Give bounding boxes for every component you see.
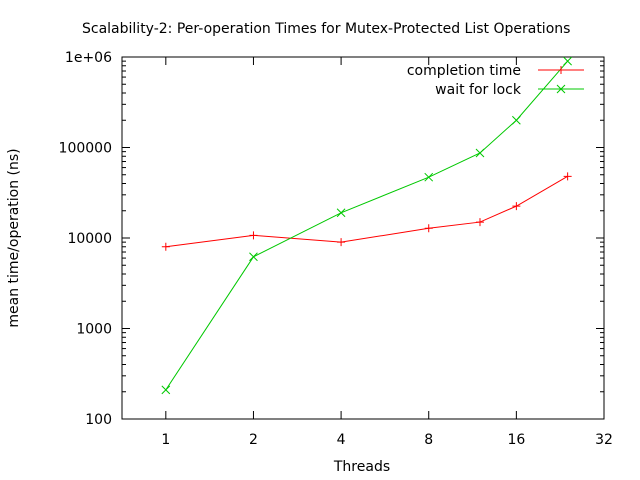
data-point-wait-for-lock (475, 148, 485, 158)
legend: completion time wait for lock (407, 63, 584, 98)
data-point-completion-time (475, 218, 484, 227)
axis-ticks: 100 1000 10000 100000 1e+06 1 2 4 8 16 32 (59, 50, 613, 448)
legend-marker-completion-time (557, 66, 565, 74)
legend-label-completion-time: completion time (407, 63, 521, 79)
data-point-completion-time (424, 224, 433, 233)
y-tick-label: 100000 (59, 141, 112, 157)
x-axis-label: Threads (333, 459, 390, 475)
y-axis-label: mean time/operation (ns) (6, 148, 22, 327)
series-layer (161, 56, 572, 395)
data-point-wait-for-lock (424, 172, 434, 182)
legend-label-wait-for-lock: wait for lock (435, 82, 522, 98)
data-point-wait-for-lock (249, 252, 258, 262)
legend-marker-wait-for-lock (556, 84, 566, 94)
series-line-wait-for-lock (165, 60, 569, 391)
data-point-completion-time (337, 238, 346, 247)
data-point-wait-for-lock (563, 56, 572, 66)
y-tick-label: 10000 (67, 231, 112, 247)
x-tick-label: 8 (424, 432, 433, 448)
series-wait-for-lock (161, 56, 572, 395)
series-completion-time (161, 172, 572, 251)
x-tick-label: 1 (161, 432, 170, 448)
data-point-wait-for-lock (161, 385, 171, 395)
data-point-completion-time (161, 242, 170, 251)
y-tick-label: 100 (85, 412, 112, 428)
data-point-wait-for-lock (512, 115, 521, 125)
x-tick-label: 32 (595, 432, 613, 448)
x-tick-label: 16 (507, 432, 525, 448)
y-tick-label: 1e+06 (65, 50, 112, 66)
data-point-completion-time (249, 231, 258, 240)
y-tick-label: 1000 (76, 322, 112, 338)
data-point-completion-time (563, 172, 572, 181)
chart-title: Scalability-2: Per-operation Times for M… (82, 21, 570, 37)
plot-frame (121, 56, 605, 420)
data-point-wait-for-lock (336, 208, 346, 218)
data-point-completion-time (512, 202, 521, 211)
x-tick-label: 4 (337, 432, 346, 448)
series-line-completion-time (165, 175, 568, 248)
x-tick-label: 2 (249, 432, 258, 448)
